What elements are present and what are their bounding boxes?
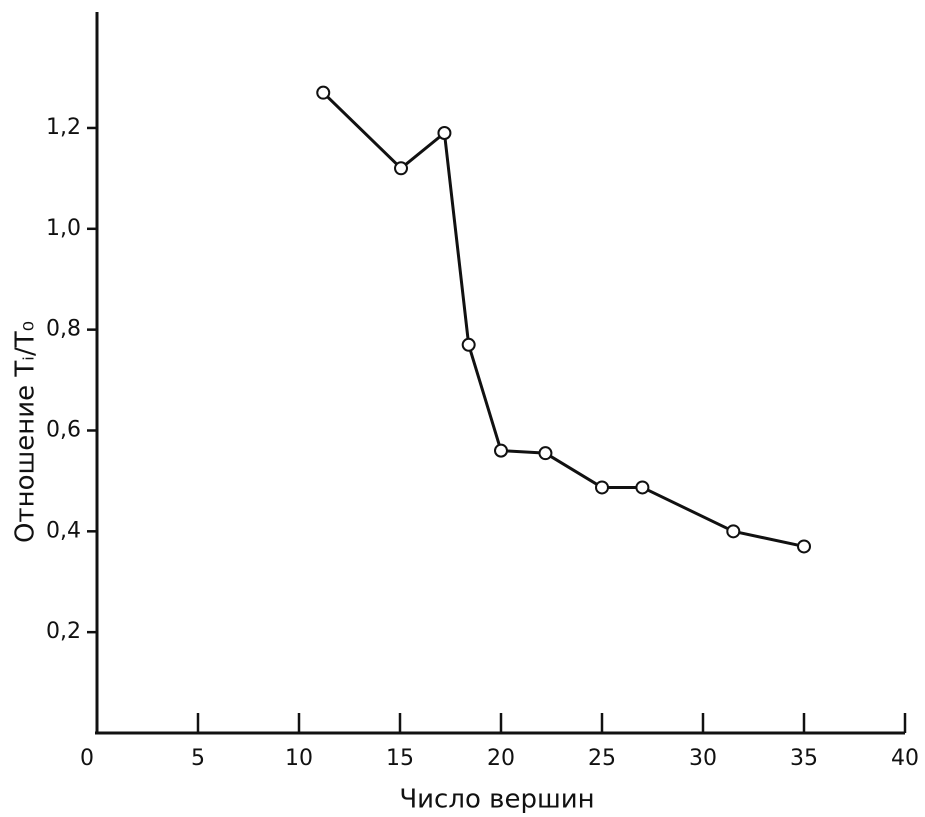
y-axis-label: Отношение Tᵢ/T₀ — [11, 321, 41, 543]
x-tick-label: 30 — [689, 746, 717, 771]
marker — [635, 480, 650, 495]
line — [322, 91, 805, 548]
y-tick-label: 1,0 — [46, 216, 81, 241]
y-tick-label: 0,2 — [46, 619, 81, 644]
x-tick-label: 5 — [191, 746, 205, 771]
x-axis-label: Число вершин — [399, 785, 594, 815]
marker — [461, 337, 476, 352]
x-tick-label: 20 — [487, 746, 515, 771]
marker — [797, 539, 811, 554]
x-tick-label: 10 — [285, 746, 313, 771]
marker — [726, 524, 741, 539]
y-tick-label: 0,4 — [46, 518, 81, 543]
marker — [437, 126, 452, 141]
marker — [494, 443, 508, 458]
marker — [394, 161, 409, 176]
marker — [538, 446, 553, 461]
marker — [316, 85, 331, 100]
x-tick-label: 15 — [386, 746, 414, 771]
marker — [595, 480, 609, 495]
y-tick-label: 0,6 — [46, 417, 81, 442]
x-tick-label: 0 — [80, 746, 94, 771]
x-tick-label: 35 — [790, 746, 818, 771]
y-tick-label: 0,8 — [46, 317, 81, 342]
x-tick-label: 40 — [891, 746, 919, 771]
x-tick-label: 25 — [588, 746, 616, 771]
y-tick-label: 1,2 — [46, 115, 81, 140]
